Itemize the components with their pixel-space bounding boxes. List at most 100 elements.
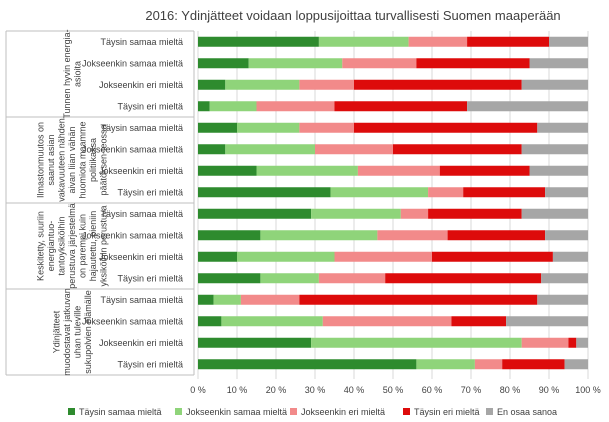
bar-segment bbox=[198, 294, 214, 305]
group-labels: Tunnen hyvin energia-asioitaIlmastonmuut… bbox=[36, 29, 109, 375]
x-tick-label: 40 % bbox=[344, 385, 365, 395]
group-label-line: uhan tuleville bbox=[72, 306, 82, 359]
bar-segment bbox=[198, 337, 312, 348]
legend-swatch bbox=[175, 408, 182, 415]
bar-segment bbox=[198, 251, 237, 262]
bar-segment bbox=[198, 316, 222, 327]
legend-swatch bbox=[403, 408, 410, 415]
group-label-line: politiikassa bbox=[88, 138, 98, 182]
bar-segment bbox=[318, 36, 409, 47]
bar-segment bbox=[506, 316, 588, 327]
category-label: Täysin samaa mieltä bbox=[100, 295, 183, 305]
bar-segment bbox=[198, 58, 249, 69]
bar-segment bbox=[529, 165, 588, 176]
group-label-line: Tunnen hyvin energia- bbox=[62, 29, 72, 118]
category-label: Jokseenkin eri mieltä bbox=[99, 338, 183, 348]
bar-segment bbox=[537, 294, 588, 305]
bar-segment bbox=[198, 359, 417, 370]
category-labels: Täysin samaa mieltä Jokseenkin samaa miel… bbox=[82, 37, 183, 370]
category-label: Täysin eri mieltä bbox=[117, 273, 183, 283]
group-label-line: perustuva järjestelmä bbox=[67, 203, 77, 289]
x-tick-label: 100 % bbox=[575, 385, 601, 395]
bar-segment bbox=[209, 101, 257, 112]
x-tick-label: 20 % bbox=[266, 385, 287, 395]
legend-label: Jokseenkin eri mieltä bbox=[301, 407, 385, 417]
bar-segment bbox=[354, 122, 538, 133]
legend-label: Jokseenkin samaa mieltä bbox=[186, 407, 287, 417]
bar-segment bbox=[467, 101, 588, 112]
bar-segment bbox=[568, 337, 577, 348]
bar-segment bbox=[474, 359, 503, 370]
bar-segment bbox=[237, 122, 300, 133]
group-label-line: huomiota maamme bbox=[78, 121, 88, 198]
bar-segment bbox=[521, 144, 588, 155]
legend-swatch bbox=[68, 408, 75, 415]
bar-segment bbox=[564, 359, 588, 370]
bar-segment bbox=[198, 208, 312, 219]
group-label-line: hajautettu, pieniin bbox=[88, 211, 98, 282]
bar-segment bbox=[198, 36, 319, 47]
category-label: Jokseenkin eri mieltä bbox=[99, 252, 183, 262]
bar-segment bbox=[408, 36, 468, 47]
bar-segment bbox=[330, 187, 429, 198]
bar-segment bbox=[354, 79, 522, 90]
bar-segment bbox=[299, 294, 538, 305]
legend-label: Täysin eri mieltä bbox=[414, 407, 480, 417]
bar-segment bbox=[260, 273, 319, 284]
bar-segment bbox=[545, 187, 588, 198]
bar-segment bbox=[428, 187, 464, 198]
bar-segment bbox=[552, 251, 588, 262]
bar-segment bbox=[416, 359, 475, 370]
bar-segment bbox=[334, 101, 468, 112]
x-tick-label: 90 % bbox=[539, 385, 560, 395]
group-label-line: energiantuo- bbox=[46, 221, 56, 272]
bar-segment bbox=[467, 36, 549, 47]
bar-segment bbox=[334, 251, 432, 262]
bar-segment bbox=[549, 36, 588, 47]
bar-segment bbox=[198, 187, 331, 198]
bar-segment bbox=[342, 58, 417, 69]
bar-segment bbox=[400, 208, 429, 219]
bar-segment bbox=[393, 144, 522, 155]
bar-segment bbox=[213, 294, 241, 305]
bar-segment bbox=[521, 79, 588, 90]
group-label-line: tantoyksiköihin bbox=[57, 216, 67, 275]
bar-segment bbox=[311, 337, 522, 348]
group-label-line: muodostavat jatkuvan bbox=[62, 288, 72, 376]
group-label: Ilmastonmuutos onsaanut asianvakavuuteen… bbox=[36, 118, 109, 202]
x-tick-label: 10 % bbox=[227, 385, 248, 395]
category-label: Jokseenkin samaa mieltä bbox=[82, 230, 183, 240]
bar-segment bbox=[576, 337, 588, 348]
bar-segment bbox=[198, 230, 261, 241]
bar-segments bbox=[198, 36, 588, 370]
group-label-line: yksiköihin perustuva bbox=[99, 205, 109, 286]
bar-segment bbox=[225, 144, 315, 155]
x-axis-tick-labels: 0 % 10 % 20 % 30 % 40 % 50 % 60 % 70 % 80 % 90 % 1… bbox=[190, 385, 601, 395]
x-tick-label: 50 % bbox=[383, 385, 404, 395]
group-label-line: Ilmastonmuutos on bbox=[36, 122, 46, 198]
bar-segment bbox=[432, 251, 553, 262]
category-label: Jokseenkin eri mieltä bbox=[99, 166, 183, 176]
x-tick-label: 0 % bbox=[190, 385, 206, 395]
x-tick-label: 70 % bbox=[461, 385, 482, 395]
bar-segment bbox=[225, 79, 300, 90]
x-tick-label: 30 % bbox=[305, 385, 326, 395]
bar-segment bbox=[240, 294, 300, 305]
bar-segment bbox=[221, 316, 323, 327]
bar-segment bbox=[198, 122, 237, 133]
bar-segment bbox=[198, 144, 226, 155]
category-label: Jokseenkin samaa mieltä bbox=[82, 144, 183, 154]
group-label-line: on parempi kuin bbox=[78, 214, 88, 278]
bar-segment bbox=[322, 316, 452, 327]
bar-segment bbox=[299, 79, 354, 90]
bar-segment bbox=[198, 79, 226, 90]
bar-segment bbox=[537, 122, 588, 133]
bar-segment bbox=[256, 165, 358, 176]
category-label: Jokseenkin eri mieltä bbox=[99, 80, 183, 90]
bar-segment bbox=[545, 230, 588, 241]
bar-segment bbox=[256, 101, 335, 112]
group-label-line: päätöksen-teossa bbox=[99, 124, 109, 195]
legend: Täysin samaa mieltä Jokseenkin samaa miel… bbox=[68, 407, 557, 417]
category-label: Täysin samaa mieltä bbox=[100, 37, 183, 47]
